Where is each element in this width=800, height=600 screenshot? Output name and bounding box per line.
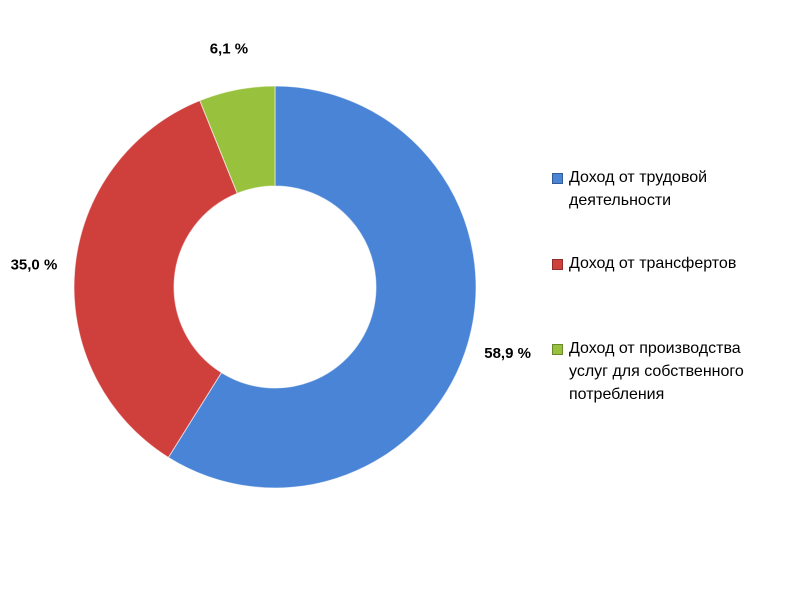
legend-label: Доход от трудовой деятельности — [569, 169, 708, 209]
value-label: 58,9 % — [484, 345, 531, 362]
legend-swatch — [552, 344, 563, 355]
legend-item: Доход от трансфертов — [552, 252, 782, 275]
legend-label: Доход от трансфертов — [569, 255, 737, 272]
value-label: 35,0 % — [11, 257, 58, 274]
value-label: 6,1 % — [210, 40, 248, 57]
donut-slice — [167, 85, 477, 489]
legend-swatch — [552, 259, 563, 270]
donut-slice — [73, 99, 238, 459]
donut-slice — [199, 85, 276, 194]
legend-label: Доход от производства услуг для собствен… — [569, 340, 744, 403]
legend-item: Доход от трудовой деятельности — [552, 166, 782, 212]
legend-item: Доход от производства услуг для собствен… — [552, 337, 782, 406]
legend-swatch — [552, 173, 563, 184]
